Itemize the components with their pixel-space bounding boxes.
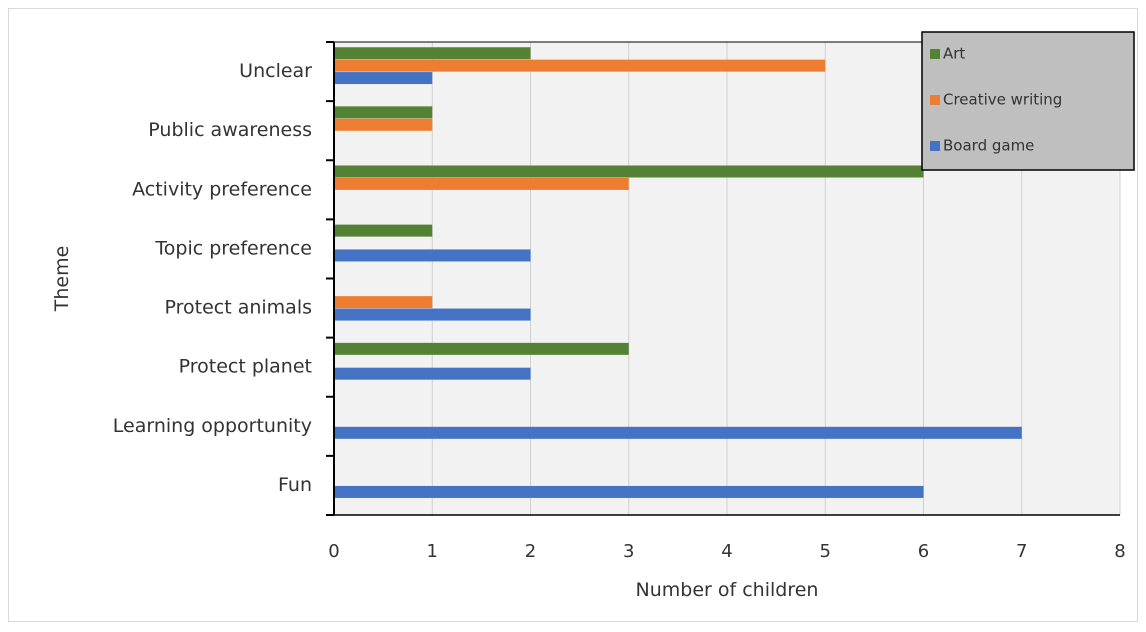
x-tick-label: 4: [721, 541, 732, 562]
bar-art-topic-preference: [335, 224, 433, 237]
legend-swatch: [930, 49, 940, 59]
legend-label: Board game: [943, 137, 1034, 155]
x-tick-label: 8: [1114, 541, 1125, 562]
bar-creative-writing-public-awareness: [335, 118, 433, 131]
bar-board-game-protect-animals: [335, 308, 531, 321]
legend-swatch: [930, 95, 940, 105]
x-tick-label: 7: [1016, 541, 1027, 562]
x-tick-label: 1: [427, 541, 438, 562]
legend-swatch: [930, 141, 940, 151]
y-tick-labels: Fun Learning opportunity Protect planet Pro…: [113, 60, 312, 496]
bar-board-game-protect-planet: [335, 367, 531, 380]
category-label: Learning opportunity: [113, 415, 312, 437]
category-label: Unclear: [239, 60, 312, 82]
bar-creative-writing-unclear: [335, 59, 826, 72]
category-label: Public awareness: [148, 119, 312, 141]
x-tick-label: 5: [820, 541, 831, 562]
bar-board-game-unclear: [335, 72, 433, 85]
category-label: Protect planet: [179, 356, 312, 378]
bar-board-game-learning-opportunity: [335, 426, 1022, 439]
category-label: Protect animals: [164, 297, 312, 319]
bar-creative-writing-protect-animals: [335, 296, 433, 309]
legend: Art Creative writing Board game: [921, 31, 1135, 171]
bar-art-unclear: [335, 47, 531, 60]
legend-label: Creative writing: [943, 91, 1062, 109]
category-label: Activity preference: [132, 178, 312, 200]
bar-art-public-awareness: [335, 106, 433, 119]
x-tick-label: 3: [623, 541, 634, 562]
category-label: Fun: [278, 474, 312, 496]
category-label: Topic preference: [154, 237, 312, 259]
bar-board-game-fun: [335, 485, 924, 498]
bar-creative-writing-activity-preference: [335, 177, 629, 190]
bar-art-activity-preference: [335, 165, 924, 178]
bars: [335, 47, 1022, 498]
bar-board-game-topic-preference: [335, 249, 531, 262]
x-axis-title: Number of children: [636, 579, 819, 601]
x-tick-labels: 0 1 2 3 4 5 6 7 8: [328, 541, 1125, 562]
bar-art-protect-planet: [335, 342, 629, 355]
legend-label: Art: [943, 45, 965, 63]
x-tick-label: 2: [525, 541, 536, 562]
x-tick-label: 6: [918, 541, 929, 562]
legend-box: [921, 31, 1135, 171]
x-tick-label: 0: [328, 541, 339, 562]
y-axis-title: Theme: [51, 246, 73, 313]
